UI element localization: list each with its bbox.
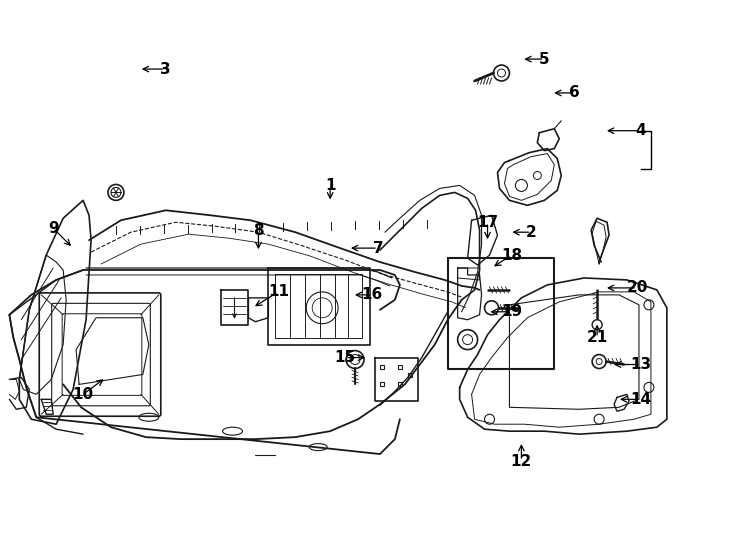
Text: 12: 12: [511, 454, 532, 469]
Text: 11: 11: [268, 285, 289, 299]
Text: 7: 7: [373, 241, 383, 255]
Text: 5: 5: [539, 52, 550, 66]
Text: 1: 1: [325, 178, 335, 193]
Text: 6: 6: [569, 85, 580, 100]
Text: 21: 21: [586, 330, 608, 345]
Text: 17: 17: [477, 215, 498, 230]
Text: 13: 13: [631, 357, 652, 372]
Text: 3: 3: [161, 62, 171, 77]
Text: 18: 18: [501, 247, 522, 262]
Text: 15: 15: [335, 350, 356, 365]
Text: 20: 20: [626, 280, 647, 295]
Text: 9: 9: [48, 221, 59, 236]
Text: 16: 16: [361, 287, 382, 302]
Text: 10: 10: [73, 387, 94, 402]
Text: 2: 2: [526, 225, 537, 240]
Text: 8: 8: [253, 222, 264, 238]
Text: 19: 19: [501, 304, 522, 319]
Text: 4: 4: [636, 123, 646, 138]
Text: 14: 14: [631, 392, 652, 407]
